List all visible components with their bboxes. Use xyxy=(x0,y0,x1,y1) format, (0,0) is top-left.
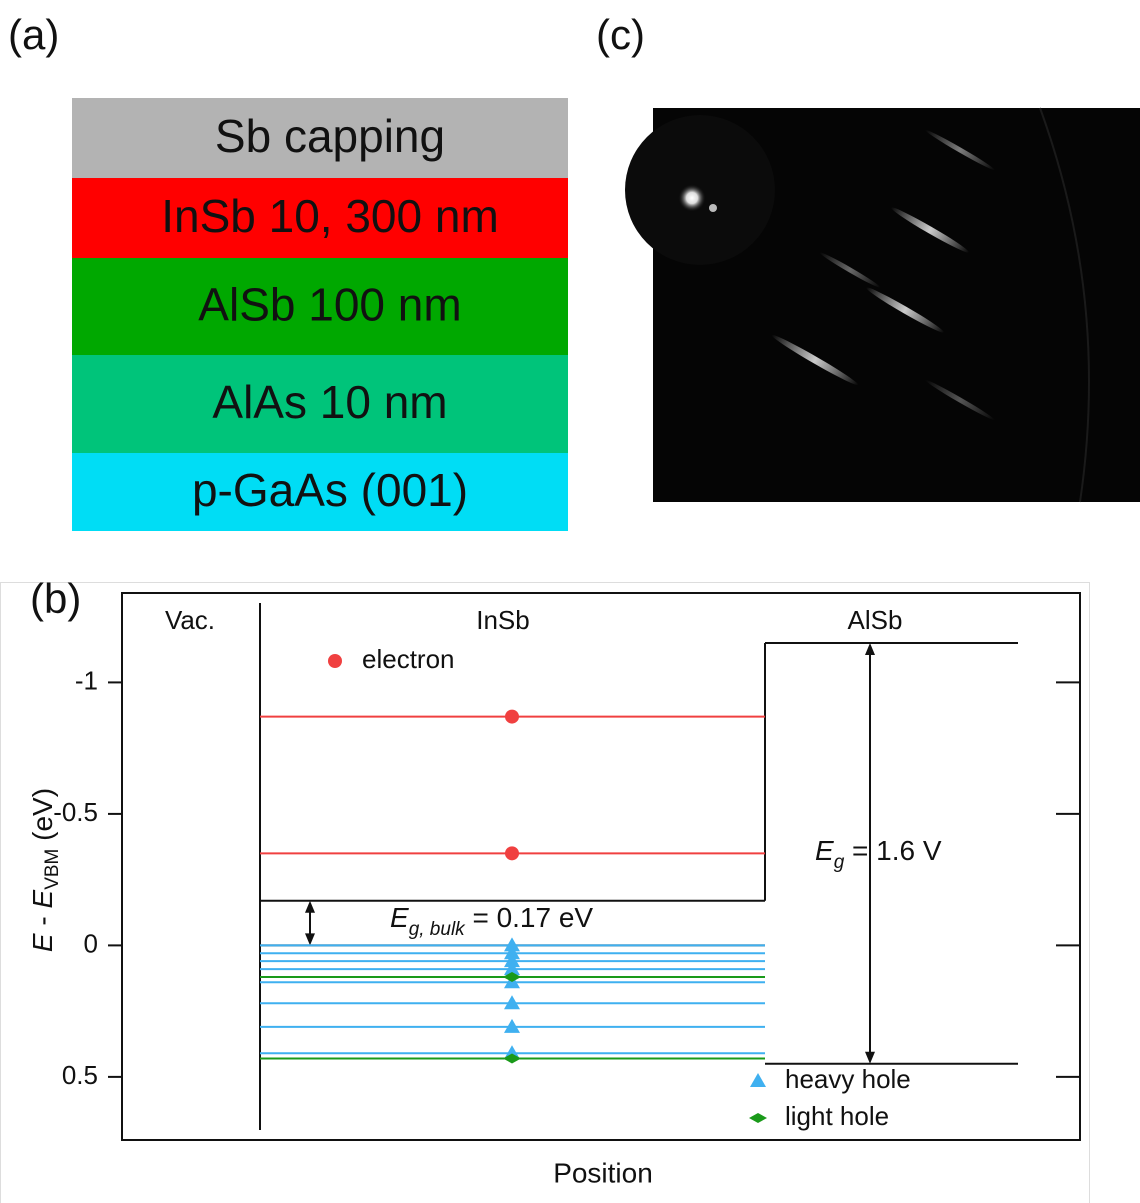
panel-label: (c) xyxy=(596,11,645,58)
panel-label: (b) xyxy=(30,575,81,622)
y-tick-label: 0 xyxy=(84,928,98,958)
annotation-part: g xyxy=(834,852,845,873)
marker xyxy=(505,846,519,860)
annotation-part: E xyxy=(390,902,409,933)
layer-stack: Sb capping InSb 10, 300 nm AlSb 100 nm AlAs… xyxy=(72,98,568,531)
legend-label: heavy hole xyxy=(785,1064,911,1094)
annotation-part: = 1.6 V xyxy=(844,835,942,866)
y-label-part: E xyxy=(27,933,58,952)
layer-label: Sb capping xyxy=(215,110,445,162)
region-label: InSb xyxy=(476,605,530,635)
layer-label: p-GaAs (001) xyxy=(192,464,468,516)
annotation-part: E xyxy=(815,835,834,866)
y-label-part: - xyxy=(27,908,58,933)
marker xyxy=(328,654,342,668)
panel-label: (a) xyxy=(8,11,59,58)
marker xyxy=(749,1113,767,1123)
region-label: AlSb xyxy=(848,605,903,635)
legend-label: light hole xyxy=(785,1101,889,1131)
x-axis-label: Position xyxy=(553,1157,653,1188)
layer-label: AlAs 10 nm xyxy=(212,376,447,428)
layer-label: InSb 10, 300 nm xyxy=(161,190,499,242)
figure: (a) (c) Sb capping InSb 10, 300 nm AlSb 10… xyxy=(0,0,1140,1203)
marker xyxy=(505,710,519,724)
annotation-part: = 0.17 eV xyxy=(465,902,594,933)
y-tick-label: -0.5 xyxy=(53,797,98,827)
layer-label: AlSb 100 nm xyxy=(198,279,461,331)
rheed-image xyxy=(625,108,1140,502)
annotation: Eg, bulk = 0.17 eV xyxy=(390,902,593,940)
legend-label: electron xyxy=(362,644,455,674)
marker xyxy=(503,1053,521,1063)
region-label: Vac. xyxy=(165,605,215,635)
y-label-part: E xyxy=(27,889,58,908)
annotation-part: g, bulk xyxy=(409,919,466,940)
y-label-part: VBM xyxy=(42,849,63,890)
annotation: Eg = 1.6 V xyxy=(815,835,942,873)
marker xyxy=(750,1073,766,1087)
panel-border xyxy=(1,583,1090,1203)
y-tick-label: 0.5 xyxy=(62,1060,98,1090)
y-tick-label: -1 xyxy=(75,665,98,695)
